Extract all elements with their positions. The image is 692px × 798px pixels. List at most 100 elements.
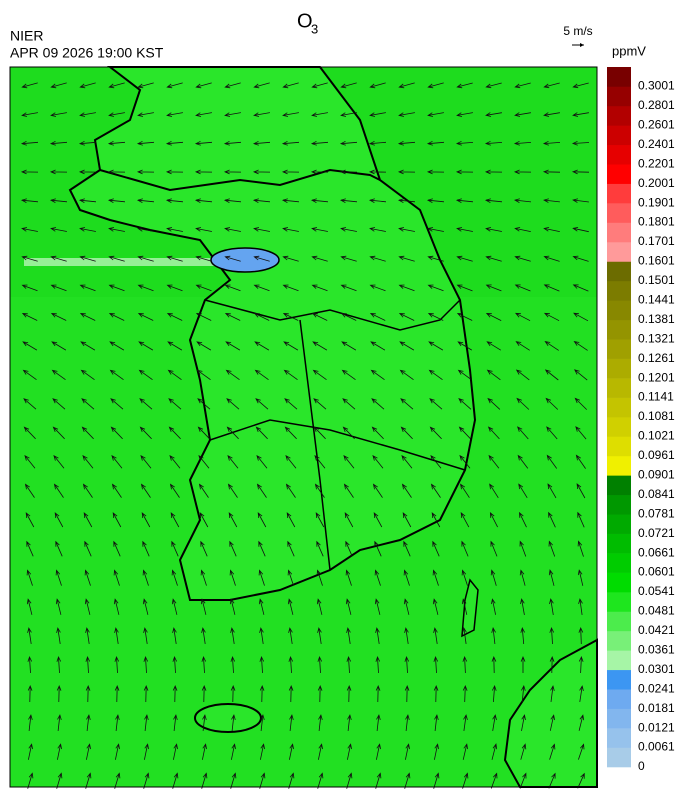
wind-arrow	[485, 82, 502, 89]
wind-arrow	[341, 341, 357, 351]
wind-arrow	[404, 627, 409, 644]
wind-arrow	[107, 198, 126, 203]
wind-arrow	[195, 227, 212, 232]
wind-arrow	[340, 112, 357, 117]
wind-arrow	[515, 369, 530, 381]
wind-arrow	[284, 426, 297, 440]
wind-arrow	[21, 112, 38, 117]
wind-arrow	[514, 227, 531, 232]
wind-arrow	[27, 684, 33, 703]
wind-arrow	[282, 227, 299, 232]
wind-arrow	[26, 569, 33, 586]
wind-arrow	[254, 369, 269, 381]
wind-arrow	[195, 284, 212, 292]
wind-arrow	[144, 743, 149, 760]
wind-arrow	[427, 112, 444, 117]
wind-arrow	[546, 426, 558, 440]
wind-arrow	[49, 169, 68, 175]
wind-arrow	[110, 398, 124, 410]
wind-arrow	[56, 655, 62, 674]
colorbar-label: 0	[638, 759, 645, 773]
wind-arrow	[461, 540, 469, 557]
wind-arrow	[166, 112, 183, 117]
wind-arrow	[461, 598, 468, 615]
wind-arrow	[169, 483, 180, 498]
wind-arrow	[22, 369, 37, 381]
colorbar-label: 0.0181	[638, 701, 675, 715]
wind-arrow	[571, 169, 590, 175]
wind-arrow	[172, 684, 178, 703]
wind-arrow	[199, 512, 209, 528]
wind-arrow	[317, 772, 324, 789]
wind-arrow	[485, 255, 502, 262]
colorbar-swatch	[607, 203, 631, 223]
wind-arrow	[398, 284, 415, 292]
wind-arrow	[311, 255, 328, 262]
wind-arrow	[259, 627, 264, 644]
wind-arrow	[345, 540, 353, 557]
wind-arrow	[195, 313, 212, 321]
colorbar-label: 0.0661	[638, 545, 675, 559]
wind-arrow	[288, 684, 294, 703]
wind-arrow	[544, 341, 559, 351]
wind-arrow	[50, 112, 67, 117]
wind-arrow	[514, 112, 531, 117]
wind-arrow	[21, 82, 38, 89]
wind-arrow	[491, 743, 498, 760]
wind-arrow	[572, 82, 589, 89]
wind-arrow	[543, 312, 560, 322]
wind-arrow	[401, 455, 413, 469]
wind-arrow	[107, 140, 126, 146]
wind-arrow	[432, 569, 439, 586]
wind-arrow	[403, 569, 410, 586]
wind-arrow	[53, 483, 64, 498]
wind-arrow	[318, 714, 323, 731]
wind-arrow	[283, 369, 298, 381]
wind-arrow	[281, 140, 300, 146]
wind-arrow	[108, 313, 125, 321]
wind-arrow	[432, 540, 440, 557]
wind-arrow	[81, 426, 94, 440]
wind-arrow	[577, 540, 584, 557]
wind-arrow	[571, 140, 590, 146]
wind-arrow	[345, 598, 352, 615]
wind-arrow	[460, 511, 470, 528]
wind-arrow	[397, 140, 416, 146]
colorbar-label: 0.0901	[638, 468, 675, 482]
low-ozone-area	[210, 247, 280, 273]
wind-arrow	[50, 82, 67, 89]
wind-arrow	[548, 511, 556, 528]
wind-arrow	[550, 685, 555, 702]
wind-arrow	[252, 169, 271, 175]
wind-arrow	[426, 140, 445, 146]
colorbar-swatch	[607, 242, 631, 262]
wind-arrow	[196, 341, 212, 351]
wind-arrow	[288, 655, 294, 674]
wind-arrow	[200, 569, 207, 586]
colorbar-swatch	[607, 164, 631, 184]
colorbar-label: 0.0421	[638, 623, 675, 637]
wind-vectors	[20, 82, 590, 789]
wind-arrow	[255, 426, 268, 440]
wind-arrow	[456, 313, 473, 321]
wind-arrow	[404, 772, 411, 789]
wind-arrow	[375, 684, 381, 703]
colorbar-label: 0.1201	[638, 370, 675, 384]
wind-arrow	[491, 655, 497, 674]
wind-arrow	[314, 483, 325, 498]
wind-arrow	[258, 569, 265, 586]
colorbar-label: 0.1901	[638, 195, 675, 209]
wind-arrow	[194, 198, 213, 203]
wind-arrow	[545, 397, 559, 410]
wind-arrow	[492, 714, 497, 731]
map	[9, 66, 598, 789]
wind-arrow	[340, 227, 357, 232]
wind-arrow	[316, 598, 323, 615]
wind-arrow	[201, 684, 207, 703]
wind-arrow	[227, 483, 238, 498]
wind-arrow	[403, 540, 411, 557]
colorbar-label: 0.1021	[638, 429, 675, 443]
colorbar-label: 0.1381	[638, 312, 675, 326]
wind-arrow	[281, 198, 300, 203]
wind-arrow	[195, 82, 212, 89]
